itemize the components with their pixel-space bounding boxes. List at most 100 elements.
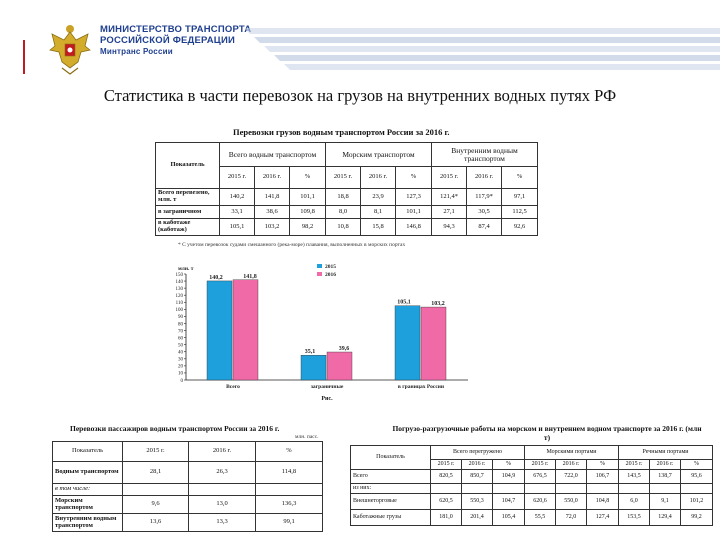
row-label: из них: [350,483,431,494]
chart-bars: 140,2 141,8 35,1 39,6 105,1 103,2 [206,274,447,381]
table-cell: 141,8 [254,188,290,206]
bar-2015 [206,280,233,381]
table-cell: 94,3 [431,218,468,236]
handling-table-title: Погрузо-разгрузочные работы на морском и… [392,424,702,442]
table-cell: 27,1 [431,205,468,219]
table-cell [555,483,587,494]
y-tick-label: 10 [178,372,184,377]
table-cell: 105,1 [219,218,255,236]
y-tick-label: 20 [178,365,184,370]
ministry-line-1: МИНИСТЕРСТВО ТРАНСПОРТА [100,24,252,35]
table-cell: 143,5 [618,469,650,484]
table-row: из них: [350,483,713,494]
table-cell [122,483,189,496]
x-category-label: заграничные [311,384,344,390]
table-row: в том числе: [52,483,323,496]
table-row: Внутренним водным транспортом 13,6 13,3 … [52,513,323,532]
sub-header-cell: 2016 г. [649,459,681,470]
sub-header-cell: 2015 г. [325,166,361,189]
bar-value-label: 141,8 [243,274,257,280]
cargo-table: Показатель Всего водным транспортом Морс… [155,142,539,236]
y-axis-label: млн. т [178,266,194,272]
table-cell: 105,4 [492,509,525,526]
table-cell: 23,9 [360,188,396,206]
row-label: Каботажные грузы [350,509,431,526]
y-tick-label: 80 [178,322,184,327]
table-cell: 99,2 [680,509,713,526]
table-cell: 127,4 [586,509,619,526]
sub-header-cell: 2016 г. [360,166,396,189]
header-cell: 2015 г. [122,441,189,462]
table-cell: 13,6 [122,513,189,532]
table-cell: 15,8 [360,218,396,236]
legend-swatch [317,272,322,276]
table-cell: 8,0 [325,205,361,219]
table-cell: 18,8 [325,188,361,206]
table-cell: 104,8 [586,493,619,510]
y-tick-label: 130 [176,287,184,292]
bar-2015 [300,354,327,381]
table-cell: 87,4 [466,218,503,236]
table-cell: 127,3 [394,188,433,206]
ministry-line-3: Минтранс России [100,47,173,56]
table-cell [524,483,556,494]
ministry-line-2: РОССИЙСКОЙ ФЕДЕРАЦИИ [100,35,236,46]
cargo-bar-chart: 0 10 20 30 40 50 60 70 80 90 100 110 120 130 140 150млн… [176,264,468,402]
row-label: Всего [350,469,431,484]
y-tick-label: 0 [181,379,184,384]
eagle-emblem-icon [49,25,91,75]
header-cell: Показатель [52,441,123,462]
table-cell [492,483,525,494]
table-cell: 9,1 [649,493,681,510]
header-decorative-stripes [244,28,720,70]
y-tick-label: 90 [178,315,184,320]
y-tick-label: 40 [178,351,184,356]
sub-header-cell: 2015 г. [430,459,462,470]
table-cell: 38,6 [254,205,290,219]
header-cell: % [255,441,323,462]
table-cell: 9,6 [122,495,189,514]
table-cell: 181,0 [430,509,462,526]
row-label: Внутренним водным транспортом [52,513,123,532]
table-cell: 104,9 [492,469,525,484]
chart-caption: Рис. [321,396,333,402]
table-cell: 114,8 [255,461,323,484]
group-header-cell: Внутренним водным транспортом [431,142,539,167]
handling-table: Показатель Всего перегружено Морскими по… [350,445,713,526]
table-cell: 722,0 [555,469,587,484]
table-row: Морским транспортом 9,6 13,0 136,3 [52,495,323,514]
table-cell: 136,3 [255,495,323,514]
table-cell: 101,2 [680,493,713,510]
table-cell: 620,5 [430,493,462,510]
row-label: в каботаже (каботаж) [155,218,220,236]
y-tick-label: 150 [176,273,184,278]
table-cell [618,483,650,494]
y-tick-label: 70 [178,329,184,334]
y-tick-label: 110 [176,301,184,306]
passenger-table-title: Перевозки пассажиров водным транспортом … [70,424,280,433]
sub-header-cell: % [289,166,326,189]
bar-value-label: 39,6 [339,346,350,352]
table-row: в каботаже (каботаж) 105,1 103,2 98,2 10… [155,218,539,236]
row-header-cell: Показатель [350,445,431,470]
table-row: Всего перевезено, млн. т 140,2 141,8 101… [155,188,539,206]
table-cell: 146,8 [394,218,433,236]
x-category-label: Всего [226,384,240,390]
table-cell: 13,3 [188,513,256,532]
sub-header-cell: 2016 г. [254,166,290,189]
table-cell: 98,2 [289,218,326,236]
y-tick-label: 100 [176,308,184,313]
table-cell: 8,1 [360,205,396,219]
passenger-table: Показатель 2015 г. 2016 г. % Водным тран… [52,441,323,532]
table-cell: 121,4* [431,188,468,206]
row-label: Внешнеторговые [350,493,431,510]
table-cell: 101,1 [394,205,433,219]
table-cell: 6,0 [618,493,650,510]
table-cell [430,483,462,494]
table-cell: 104,7 [492,493,525,510]
table-cell: 26,3 [188,461,256,484]
row-header-cell: Показатель [155,142,220,189]
table-cell: 101,1 [289,188,326,206]
table-cell: 153,5 [618,509,650,526]
table-cell [255,483,323,496]
